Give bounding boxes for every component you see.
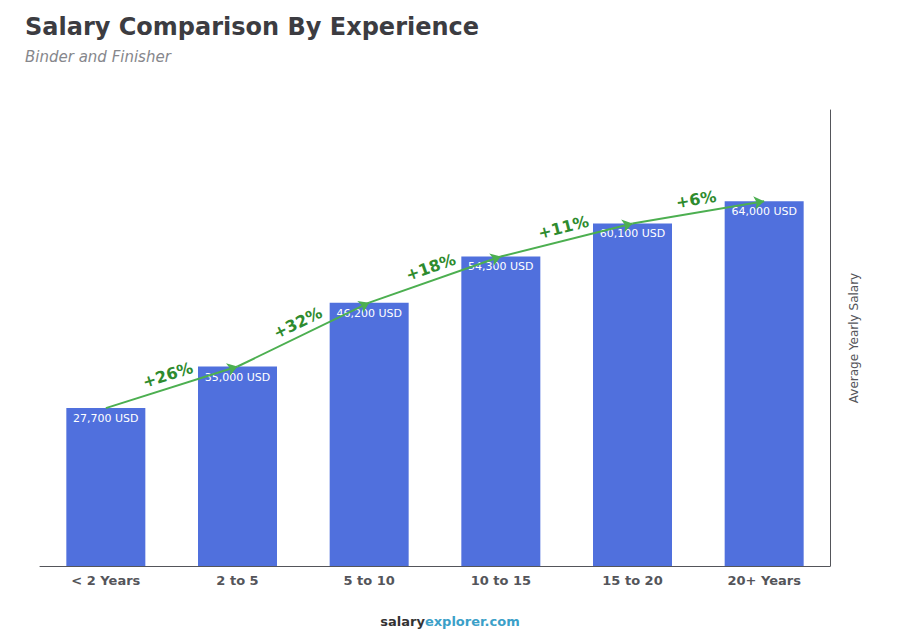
- svg-text:Average Yearly Salary: Average Yearly Salary: [847, 273, 861, 403]
- svg-text:46,200 USD: 46,200 USD: [336, 306, 402, 320]
- svg-text:Salary Comparison By Experienc: Salary Comparison By Experience: [25, 13, 479, 41]
- svg-text:< 2 Years: < 2 Years: [71, 573, 140, 588]
- svg-text:35,000 USD: 35,000 USD: [205, 371, 271, 384]
- svg-text:+32%: +32%: [270, 303, 325, 343]
- svg-text:explorer.com: explorer.com: [425, 614, 520, 629]
- svg-text:2 to 5: 2 to 5: [216, 573, 258, 588]
- svg-text:5 to 10: 5 to 10: [343, 573, 394, 588]
- svg-text:60,100 USD: 60,100 USD: [599, 227, 666, 241]
- svg-text:27,700 USD: 27,700 USD: [73, 412, 139, 425]
- svg-text:20+ Years: 20+ Years: [727, 573, 801, 588]
- svg-text:+26%: +26%: [140, 358, 195, 392]
- svg-text:+11%: +11%: [536, 212, 591, 243]
- svg-text:+18%: +18%: [403, 250, 458, 285]
- svg-text:54,300 USD: 54,300 USD: [468, 260, 534, 273]
- svg-text:salary: salary: [380, 614, 425, 629]
- svg-text:10 to 15: 10 to 15: [471, 573, 531, 588]
- svg-text:Binder and Finisher: Binder and Finisher: [25, 48, 172, 66]
- svg-text:64,000 USD: 64,000 USD: [731, 205, 797, 218]
- svg-text:+6%: +6%: [675, 187, 718, 212]
- svg-text:15 to 20: 15 to 20: [602, 573, 662, 588]
